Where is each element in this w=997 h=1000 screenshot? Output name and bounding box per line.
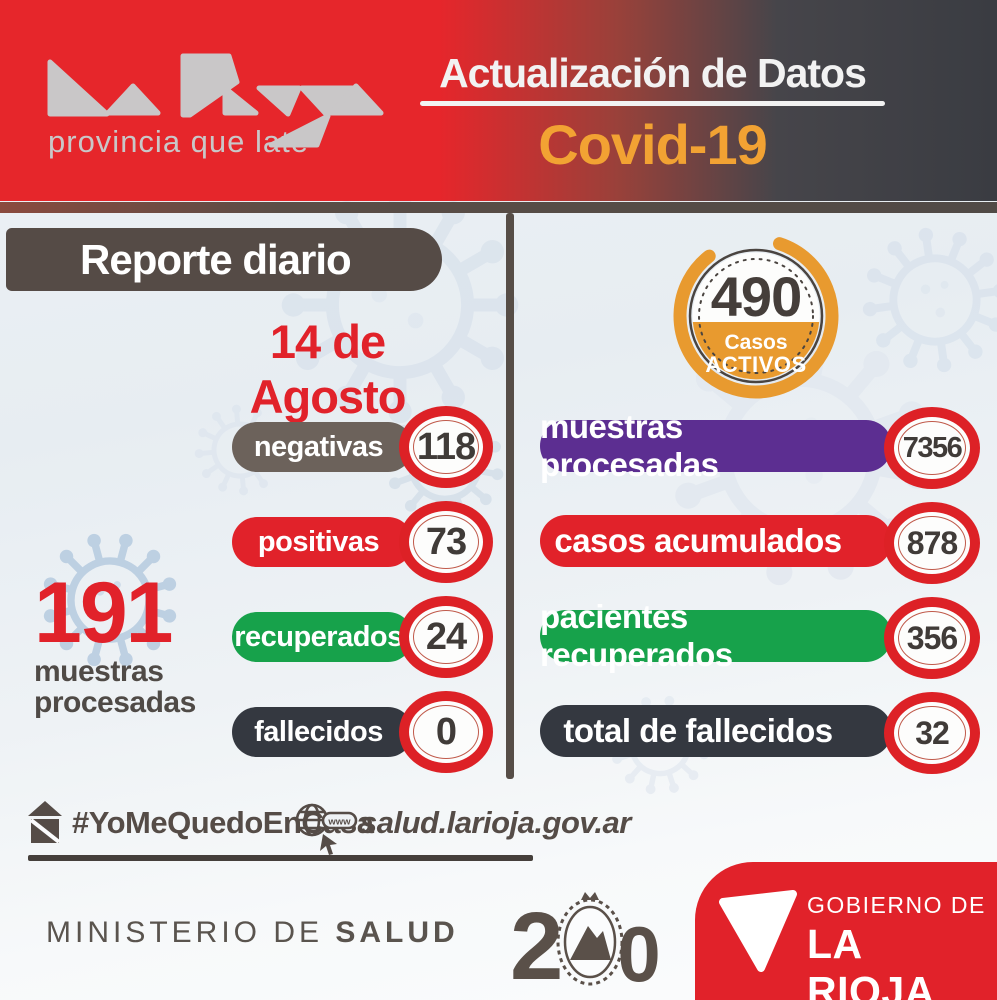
stat-label: muestras procesadas bbox=[540, 408, 719, 483]
stat-value-badge: 0 bbox=[399, 691, 493, 773]
stat-label: recuperados bbox=[234, 620, 403, 653]
logo-tagline: provincia que late bbox=[48, 124, 309, 159]
bicentennial-digit-2: 2 bbox=[510, 893, 564, 1000]
header-bottom-strip bbox=[0, 202, 997, 213]
stat-value-badge: 73 bbox=[399, 501, 493, 583]
stat-pill: recuperados bbox=[232, 612, 413, 662]
cursor-icon bbox=[320, 834, 337, 855]
la-rioja-logo bbox=[45, 52, 385, 148]
report-title-pill: Reporte diario bbox=[6, 228, 442, 291]
active-cases-value: 490 bbox=[710, 265, 802, 328]
stat-value-badge: 32 bbox=[884, 692, 980, 774]
gov-label-line2: LA RIOJA bbox=[807, 921, 935, 1000]
stat-label: pacientes recuperados bbox=[540, 598, 733, 673]
stat-value: 118 bbox=[416, 425, 476, 468]
bicentennial-200-logo: 2 0 bbox=[510, 890, 661, 1000]
globe-www-icon: www bbox=[293, 800, 359, 861]
active-cases-badge: 490 Casos ACTIVOS bbox=[668, 228, 844, 404]
gov-label-line1: GOBIERNO DE bbox=[807, 892, 986, 918]
stat-pill: positivas bbox=[232, 517, 413, 567]
stat-pill: muestras procesadas bbox=[540, 408, 892, 483]
house-icon bbox=[28, 801, 62, 848]
ministry-bold: SALUD bbox=[335, 916, 459, 949]
stat-value-badge: 24 bbox=[399, 596, 493, 678]
stat-value: 0 bbox=[435, 710, 457, 753]
stat-value-badge: 7356 bbox=[884, 407, 980, 489]
stat-label: total de fallecidos bbox=[563, 712, 833, 749]
stat-value: 32 bbox=[915, 714, 950, 751]
stat-value-badge: 878 bbox=[884, 502, 980, 584]
stat-pill: pacientes recuperados bbox=[540, 598, 892, 673]
daily-samples-total: 191 muestras procesadas bbox=[34, 570, 196, 718]
stat-pill: fallecidos bbox=[232, 707, 413, 757]
page-title: Actualización de Datos bbox=[439, 50, 867, 96]
stat-value: 73 bbox=[425, 520, 467, 563]
stat-value: 24 bbox=[425, 615, 467, 658]
stat-pill: total de fallecidos bbox=[540, 705, 892, 757]
stat-label: negativas bbox=[253, 430, 384, 463]
stat-value: 878 bbox=[906, 524, 958, 561]
active-cases-label-2: ACTIVOS bbox=[705, 352, 807, 377]
stat-value: 7356 bbox=[902, 431, 963, 464]
covid-subtitle: Covid-19 bbox=[538, 113, 768, 176]
ministry-title: MINISTERIO DE SALUD bbox=[46, 916, 459, 950]
daily-samples-label-2: procesadas bbox=[34, 686, 196, 719]
column-divider bbox=[506, 213, 514, 779]
gov-triangle-icon bbox=[719, 890, 797, 972]
stat-pill: negativas bbox=[232, 422, 413, 472]
la-rioja-logo-icon bbox=[47, 53, 384, 148]
ministry-prefix: MINISTERIO DE bbox=[46, 916, 336, 949]
stat-pill: casos acumulados bbox=[540, 515, 892, 567]
report-date: 14 de Agosto bbox=[249, 315, 407, 423]
stat-value-badge: 118 bbox=[399, 406, 493, 488]
stat-label: casos acumulados bbox=[554, 522, 842, 559]
website-url: salud.larioja.gov.ar bbox=[360, 805, 631, 840]
footer-divider bbox=[28, 855, 533, 861]
stat-value: 356 bbox=[906, 619, 958, 656]
bicentennial-emblem-icon bbox=[556, 892, 624, 986]
report-title: Reporte diario bbox=[80, 235, 352, 283]
bicentennial-digit-0: 0 bbox=[617, 910, 661, 998]
title-underline bbox=[420, 101, 885, 106]
stat-value-badge: 356 bbox=[884, 597, 980, 679]
government-badge: GOBIERNO DE LA RIOJA bbox=[695, 862, 997, 1000]
stat-label: positivas bbox=[257, 525, 380, 558]
www-label: www bbox=[327, 817, 351, 828]
daily-samples-value: 191 bbox=[34, 565, 173, 661]
header-banner: provincia que late Actualización de Dato… bbox=[0, 0, 997, 201]
stat-label: fallecidos bbox=[254, 715, 383, 748]
